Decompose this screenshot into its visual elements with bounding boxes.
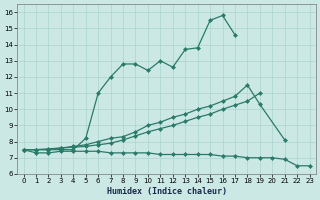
X-axis label: Humidex (Indice chaleur): Humidex (Indice chaleur) (107, 187, 227, 196)
